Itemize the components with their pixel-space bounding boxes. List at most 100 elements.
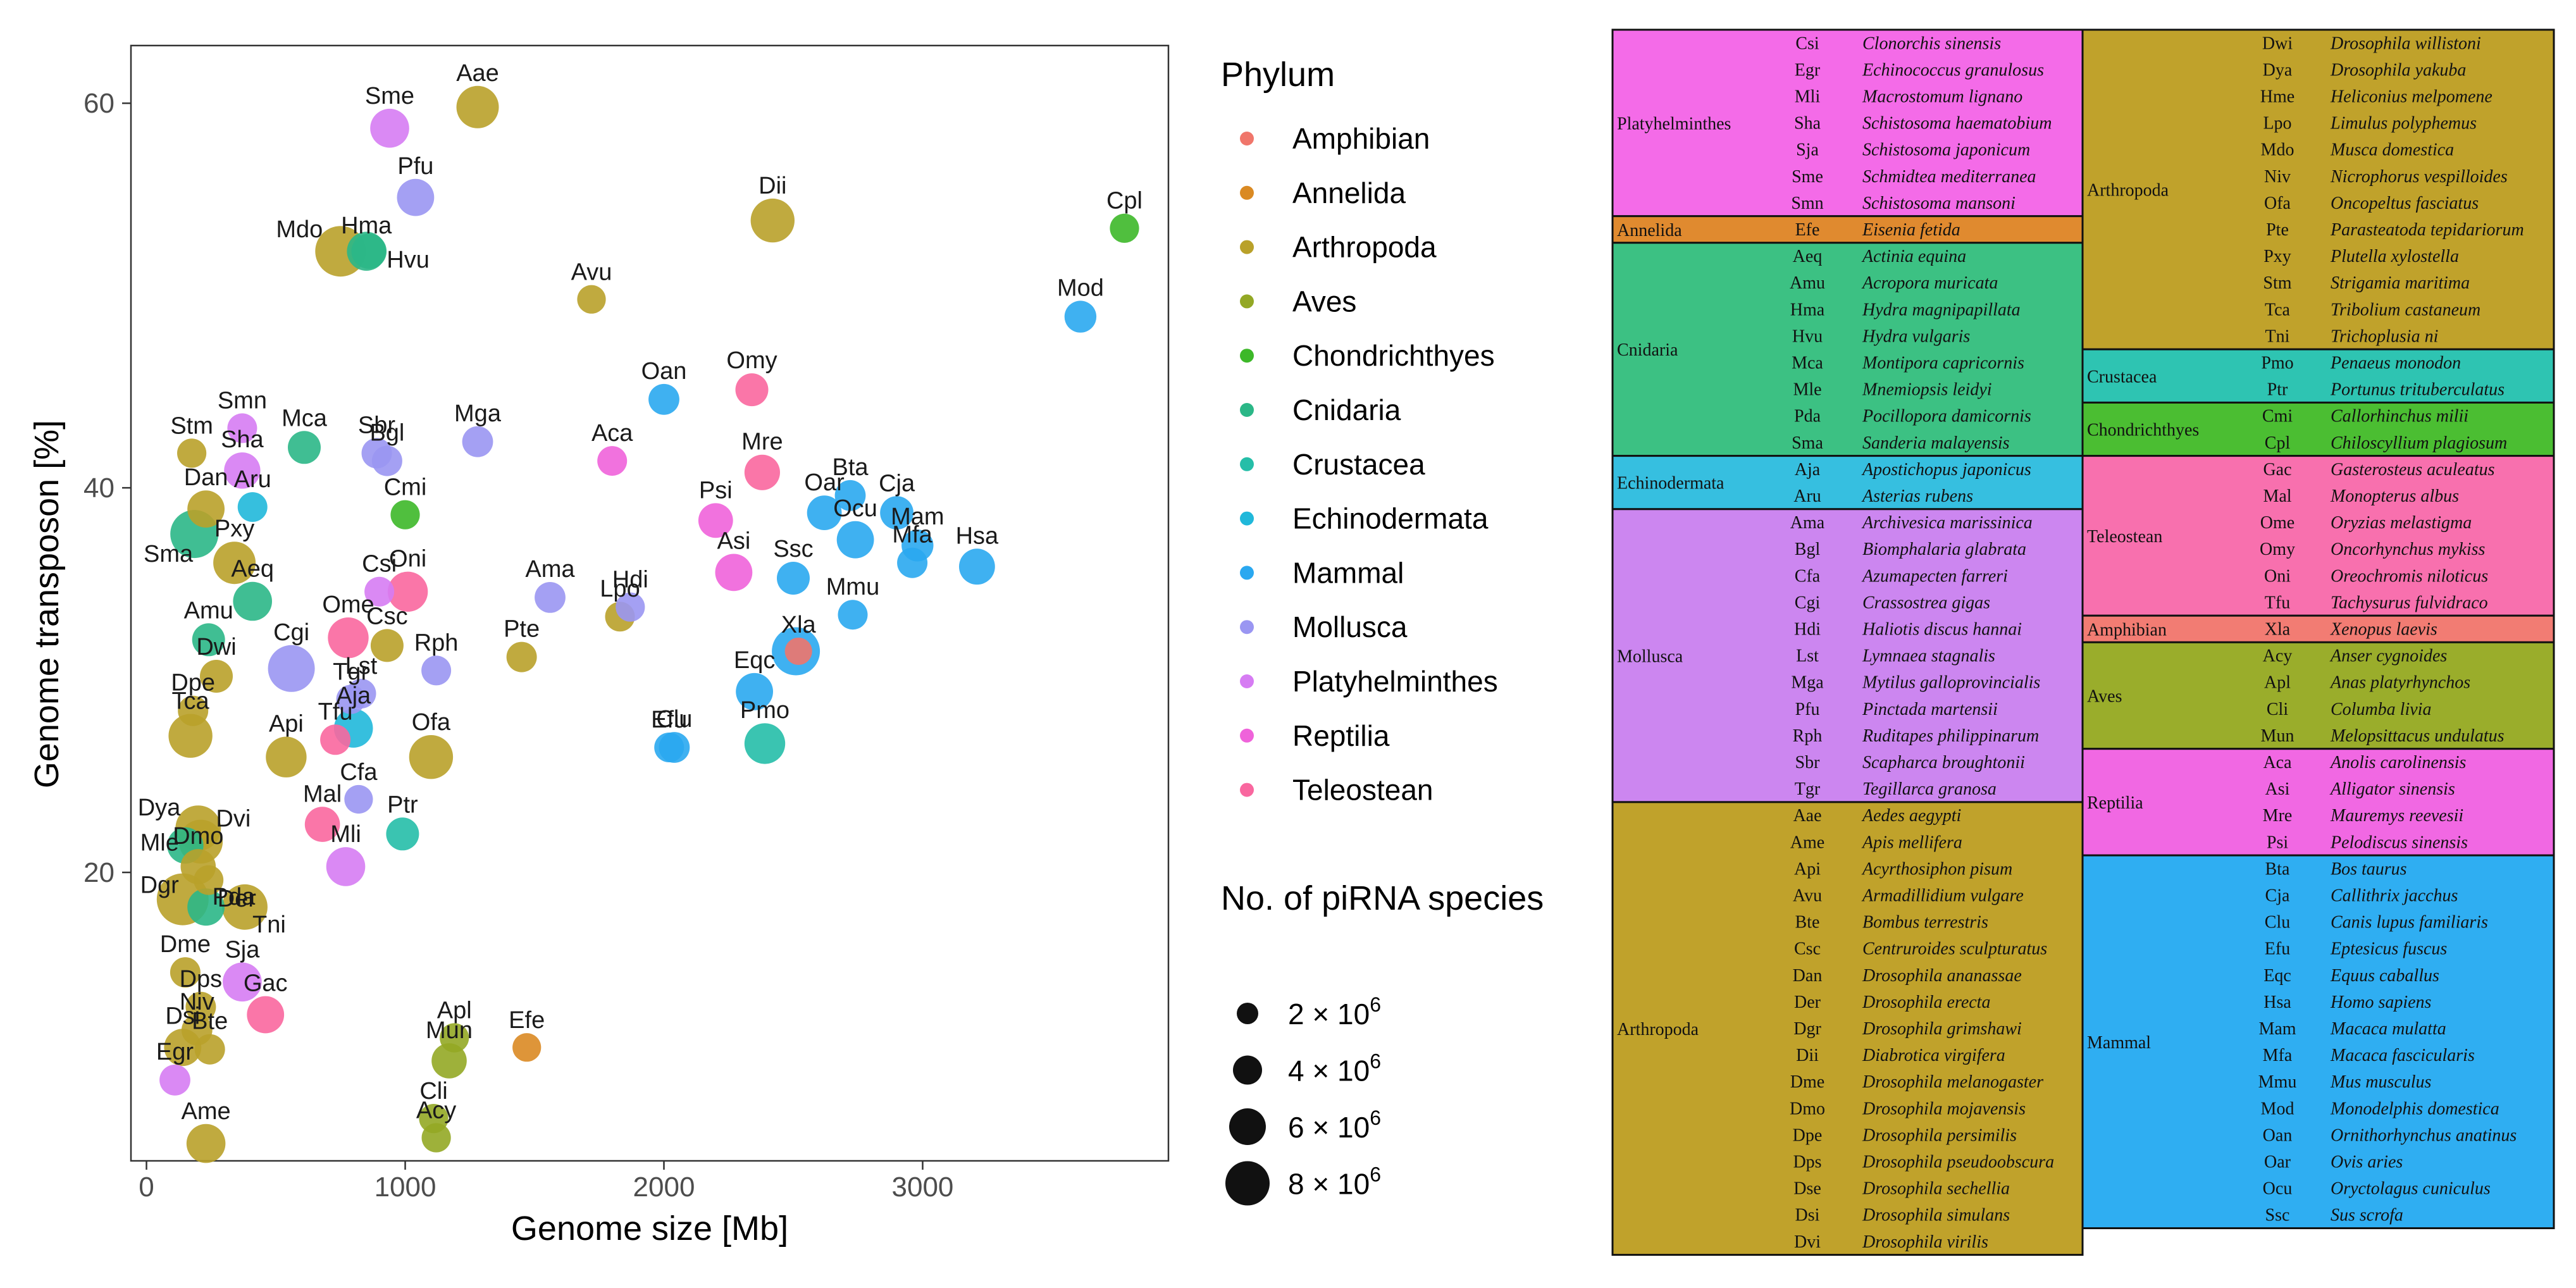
table-species-name: Xenopus laevis	[2330, 620, 2437, 640]
point-label-oan: Oan	[641, 358, 687, 385]
point-label-efu: Efu	[651, 707, 687, 733]
legend-label-amphibian: Amphibian	[1292, 122, 1430, 155]
table-species-name: Drosophila simulans	[1862, 1206, 2010, 1225]
table-species-name: Schmidtea mediterranea	[1862, 167, 2036, 187]
table-species-name: Drosophila willistoni	[2330, 34, 2481, 53]
data-point-ame	[186, 1124, 226, 1163]
point-label-dgr: Dgr	[140, 872, 180, 899]
point-label-rph: Rph	[414, 629, 459, 656]
table-species-name: Mnemiopsis leidyi	[1862, 380, 1992, 400]
table-species-code: Sbr	[1795, 753, 1821, 772]
table-block-platyhelminthes	[1611, 28, 2084, 218]
table-species-name: Crassostrea gigas	[1862, 593, 1990, 612]
table-species-code: Ocu	[2263, 1179, 2293, 1199]
table-phylum-label: Platyhelminthes	[1617, 114, 1731, 133]
table-species-code: Sha	[1794, 114, 1821, 133]
data-point-asi	[715, 554, 753, 591]
point-label-csi: Csi	[362, 551, 397, 578]
table-phylum-label: Crustacea	[2087, 367, 2157, 387]
data-point-aru	[237, 492, 268, 522]
point-label-mdo: Mdo	[276, 216, 323, 243]
table-species-name: Schistosoma haematobium	[1862, 114, 2052, 133]
table-block-aves	[2081, 641, 2555, 750]
point-label-dmo: Dmo	[173, 823, 223, 850]
data-point-tni	[222, 884, 268, 930]
data-point-mod	[1064, 300, 1097, 333]
table-phylum-label: Mollusca	[1617, 647, 1683, 666]
data-point-cmi	[390, 500, 420, 529]
table-phylum-label: Reptilia	[2087, 793, 2143, 813]
point-label-hdi: Hdi	[612, 567, 648, 593]
data-point-ama	[535, 582, 566, 613]
data-point-tfu	[320, 724, 351, 755]
data-point-dps	[185, 991, 216, 1022]
table-species-name: Monodelphis domestica	[2330, 1099, 2499, 1118]
table-species-name: Oncorhynchus mykiss	[2331, 540, 2486, 559]
table-species-code: Sme	[1792, 167, 1823, 187]
point-label-sha: Sha	[221, 426, 264, 453]
data-point-pfu	[397, 178, 435, 216]
table-species-name: Archivesica marissinica	[1861, 513, 2033, 533]
data-point-mal	[304, 807, 340, 842]
table-species-code: Mun	[2261, 726, 2294, 746]
point-label-oar: Oar	[804, 469, 845, 496]
legend-key-teleostean	[1240, 783, 1254, 797]
point-label-ame: Ame	[182, 1098, 231, 1125]
legend-label-echinodermata: Echinodermata	[1292, 502, 1489, 535]
legend-key-reptilia	[1240, 728, 1254, 743]
data-point-api	[266, 736, 307, 777]
table-species-code: Oni	[2264, 566, 2291, 586]
table-species-name: Drosophila melanogaster	[1862, 1072, 2043, 1092]
point-label-ama: Ama	[525, 556, 575, 583]
table-species-name: Schistosoma japonicum	[1862, 140, 2030, 160]
point-label-dme: Dme	[160, 931, 211, 958]
legend-size-label: 6 × 106	[1288, 1106, 1381, 1144]
point-label-aru: Aru	[234, 466, 271, 493]
table-species-code: Dps	[1793, 1153, 1821, 1172]
data-point-egr	[159, 1064, 190, 1096]
table-species-code: Cmi	[2262, 407, 2293, 426]
point-label-cmi: Cmi	[384, 474, 427, 501]
table-species-name: Diabrotica virgifera	[1862, 1046, 2005, 1065]
table-species-code: Cfa	[1795, 566, 1821, 586]
data-point-csc	[370, 629, 404, 662]
table-species-code: Hsa	[2263, 993, 2291, 1012]
table-species-name: Scapharca broughtonii	[1862, 753, 2025, 772]
point-label-mfa: Mfa	[892, 522, 932, 548]
table-species-code: Bgl	[1795, 540, 1821, 559]
table-species-name: Strigamia maritima	[2331, 273, 2470, 293]
point-label-bte: Bte	[192, 1008, 228, 1035]
point-label-hvu: Hvu	[387, 247, 430, 273]
point-label-pmo: Pmo	[740, 697, 790, 724]
table-species-name: Callorhinchus milii	[2331, 407, 2468, 426]
table-species-code: Niv	[2264, 167, 2291, 187]
data-point-sha	[224, 452, 261, 489]
point-label-mre: Mre	[741, 429, 783, 455]
table-species-name: Macaca mulatta	[2330, 1019, 2446, 1039]
table-species-name: Callithrix jacchus	[2331, 886, 2458, 906]
table-block-arthropoda	[2081, 28, 2555, 350]
data-point-oni	[387, 571, 428, 612]
table-phylum-label: Aves	[2087, 687, 2122, 707]
point-label-cgi: Cgi	[273, 619, 309, 646]
data-point-dan	[187, 490, 225, 528]
table-species-name: Pocillopora damicornis	[1862, 407, 2031, 426]
table-species-code: Mdo	[2261, 140, 2294, 160]
point-label-csc: Csc	[366, 603, 407, 629]
table-block-amphibian	[2081, 614, 2555, 643]
data-point-pxy	[213, 542, 256, 585]
data-point-oar	[807, 495, 842, 530]
table-species-name: Ornithorhynchus anatinus	[2331, 1125, 2517, 1145]
table-species-name: Drosophila ananassae	[1862, 966, 2022, 986]
table-species-code: Cgi	[1795, 593, 1821, 612]
table-species-code: Sma	[1792, 433, 1823, 453]
legend-label-reptilia: Reptilia	[1292, 719, 1390, 752]
table-species-name: Acropora muricata	[1861, 273, 1998, 293]
table-species-name: Drosophila virilis	[1862, 1232, 1988, 1252]
table-species-code: Mal	[2263, 486, 2291, 506]
point-label-gac: Gac	[244, 970, 288, 997]
table-species-code: Dsi	[1795, 1206, 1820, 1225]
table-species-name: Apostichopus japonicus	[1861, 460, 2031, 480]
